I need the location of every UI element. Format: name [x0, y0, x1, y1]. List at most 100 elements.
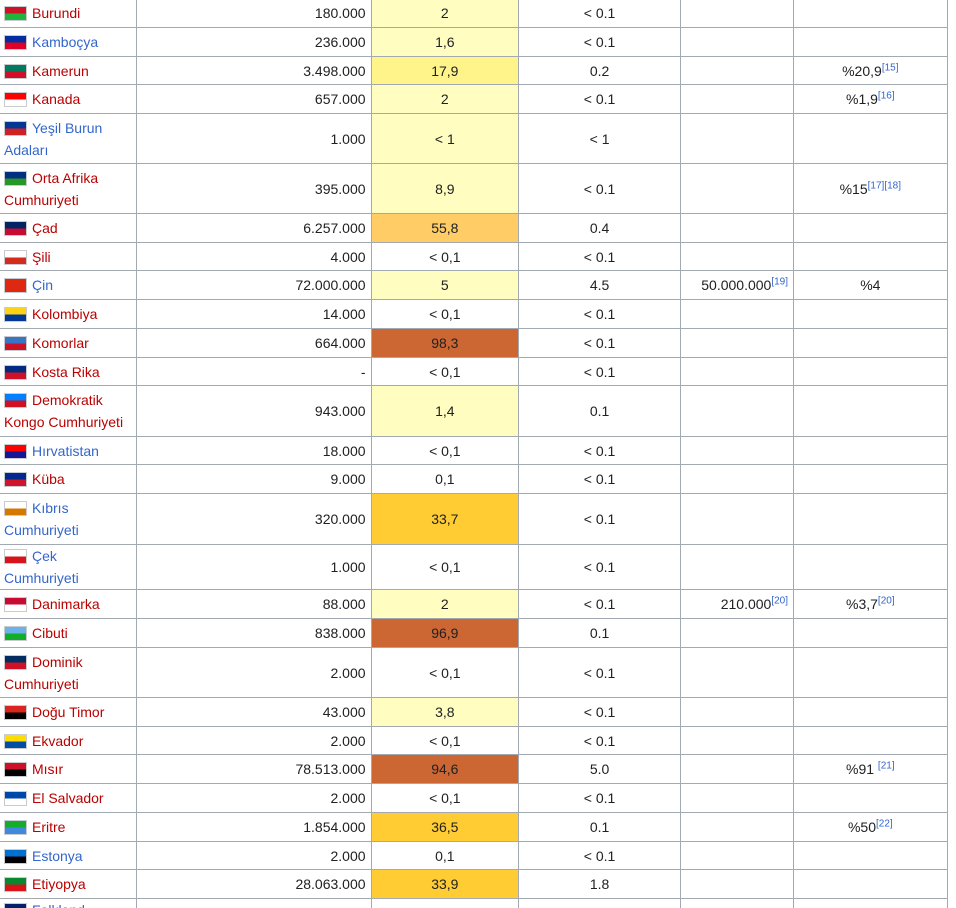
table-row: Etiyopya 28.063.000 33,9 1.8 [0, 869, 954, 899]
muslims-cell: 50.000.000[19] [679, 270, 795, 300]
citation-link[interactable]: [20] [771, 595, 789, 607]
country-link[interactable]: Yeşil Burun Adaları [4, 119, 103, 158]
world-share-value: < 0.1 [583, 664, 616, 681]
muslim-pct-cell: %3,7[20] [793, 589, 948, 619]
country-link[interactable]: Kanada [32, 91, 81, 107]
percent-value: 94,6 [431, 761, 459, 777]
country-cell: Kıbrıs Cumhuriyeti [0, 493, 138, 545]
population-value: 1.854.000 [303, 819, 366, 835]
citation-link[interactable]: [22] [875, 818, 893, 830]
country-link[interactable]: Kamboçya [32, 34, 99, 50]
world-share-cell: < 0.1 [518, 436, 681, 465]
world-share-value: < 0.1 [583, 847, 616, 864]
country-link[interactable]: Falkland Adaları [4, 902, 85, 908]
table-row: Ekvador 2.000 < 0,1 < 0.1 [0, 726, 954, 755]
table-edge [946, 647, 954, 698]
percent-cell: < 1 [370, 113, 520, 164]
country-link[interactable]: El Salvador [32, 790, 104, 806]
percent-cell: 33,9 [370, 869, 520, 899]
flag-icon [4, 221, 27, 236]
country-link[interactable]: Etiyopya [32, 876, 86, 892]
muslims-cell [679, 328, 795, 358]
percent-value: 5 [440, 277, 449, 293]
flag-icon [4, 393, 27, 408]
country-link[interactable]: Demokratik Kongo Cumhuriyeti [4, 392, 124, 430]
citation-link[interactable]: [16] [877, 90, 895, 102]
flag-icon [4, 336, 27, 351]
country-link[interactable]: Eritre [32, 819, 66, 835]
country-link[interactable]: Çin [32, 277, 54, 293]
percent-cell: 0,1 [370, 841, 520, 870]
world-share-value: 1.8 [589, 876, 610, 892]
flag-icon [4, 35, 27, 50]
population-value: 78.513.000 [295, 761, 366, 777]
world-share-value: < 0.1 [583, 363, 616, 380]
citation-link[interactable]: [17][18] [867, 179, 901, 191]
country-link[interactable]: Estonya [32, 847, 83, 864]
muslims-cell [679, 357, 795, 386]
country-link[interactable]: Orta Afrika Cumhuriyeti [4, 169, 99, 208]
country-link[interactable]: Kolombiya [32, 306, 98, 322]
country-cell: Ekvador [0, 726, 138, 755]
muslims-cell [679, 493, 795, 545]
world-share-cell: 0.2 [518, 56, 681, 85]
population-value: 838.000 [314, 625, 366, 641]
muslim-pct-cell [793, 328, 948, 358]
country-cell: Çad [0, 213, 138, 243]
country-link[interactable]: Hırvatistan [32, 442, 99, 459]
world-share-value: < 0.1 [583, 248, 616, 265]
country-link[interactable]: Küba [32, 471, 65, 487]
country-link[interactable]: Mısır [32, 761, 64, 777]
percent-value: 2 [440, 596, 449, 612]
world-share-cell: < 0.1 [518, 357, 681, 386]
citation-ref: [20] [878, 595, 895, 606]
country-link[interactable]: Ekvador [32, 732, 84, 749]
table-row: Estonya 2.000 0,1 < 0.1 [0, 841, 954, 870]
country-link[interactable]: Komorlar [32, 335, 89, 351]
country-cell: Estonya [0, 841, 138, 870]
country-link[interactable]: Doğu Timor [32, 704, 105, 720]
population-cell: 28.063.000 [136, 869, 372, 899]
country-link[interactable]: Kamerun [32, 62, 89, 79]
muslim-pct-cell [793, 869, 948, 899]
percent-value: 98,3 [431, 335, 459, 351]
country-link[interactable]: Çad [32, 220, 58, 236]
muslim-pct-cell: %1,9[16] [793, 84, 948, 114]
table-edge [946, 618, 954, 648]
country-link[interactable]: Şili [32, 248, 51, 265]
population-cell: 838.000 [136, 618, 372, 648]
table-row: Şili 4.000 < 0,1 < 0.1 [0, 242, 954, 271]
percent-value: 33,9 [431, 876, 459, 892]
citation-link[interactable]: [21] [877, 760, 895, 772]
world-share-cell: 0.1 [518, 812, 681, 842]
table-row: Orta Afrika Cumhuriyeti 395.000 8,9 < 0.1 %1… [0, 163, 954, 214]
table-edge [946, 589, 954, 619]
country-cell: Kamboçya [0, 27, 138, 57]
population-cell: 1.854.000 [136, 812, 372, 842]
citation-link[interactable]: [15] [881, 61, 899, 73]
muslim-pct-cell: %20,9[15] [793, 56, 948, 85]
muslims-cell [679, 618, 795, 648]
table-edge [946, 113, 954, 164]
muslim-pct-value: %3,7 [846, 596, 878, 612]
country-link[interactable]: Burundi [32, 5, 81, 21]
country-link[interactable]: Danimarka [32, 596, 100, 612]
percent-value: 17,9 [431, 62, 459, 79]
muslim-pct-value: %50 [847, 819, 876, 835]
muslim-pct-value: %1,9 [846, 91, 878, 107]
country-cell: El Salvador [0, 783, 138, 813]
percent-cell: 8,9 [370, 163, 520, 214]
country-link[interactable]: Dominik Cumhuriyeti [4, 653, 83, 692]
muslims-cell [679, 898, 795, 908]
population-cell: 395.000 [136, 163, 372, 214]
country-link[interactable]: Kosta Rika [32, 363, 100, 380]
citation-link[interactable]: [19] [771, 276, 789, 288]
population-value: 664.000 [314, 335, 366, 351]
country-link[interactable]: Kıbrıs Cumhuriyeti [4, 500, 79, 538]
population-cell: 43.000 [136, 697, 372, 727]
population-cell: 657.000 [136, 84, 372, 114]
citation-link[interactable]: [20] [877, 595, 895, 607]
country-link[interactable]: Cibuti [32, 625, 68, 641]
muslim-pct-cell: %91 [21] [793, 754, 948, 784]
country-link[interactable]: Çek Cumhuriyeti [4, 548, 79, 586]
